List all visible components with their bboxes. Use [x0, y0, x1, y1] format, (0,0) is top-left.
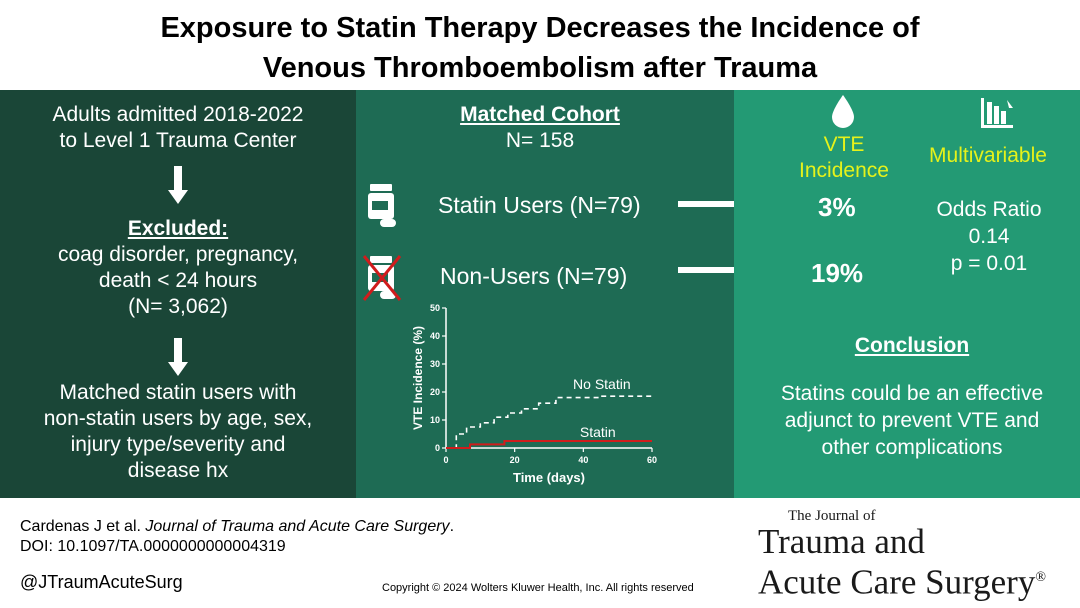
- vte-heading-line-1: VTE: [823, 133, 865, 156]
- population-line-1: Adults admitted 2018-2022: [52, 103, 304, 126]
- matching-line-4: disease hx: [127, 459, 229, 482]
- matching-line-1: Matched statin users with: [59, 381, 297, 404]
- citation-end: .: [449, 518, 455, 535]
- arrow-down-icon: [168, 166, 188, 204]
- study-design-panel: Adults admitted 2018-2022 to Level 1 Tra…: [0, 90, 356, 498]
- odds-ratio-block: Odds Ratio 0.14 p = 0.01: [914, 196, 1064, 277]
- population-line-2: to Level 1 Trauma Center: [59, 129, 297, 152]
- y-tick-label: 0: [435, 443, 440, 453]
- matching-block: Matched statin users with non-statin use…: [0, 380, 356, 484]
- series-line-no-statin: [446, 395, 652, 449]
- y-tick-label: 50: [430, 303, 440, 313]
- nonuser-vte-percent: 19%: [811, 258, 864, 288]
- y-tick-label: 30: [430, 359, 440, 369]
- vte-incidence-heading: VTE Incidence: [774, 132, 914, 184]
- citation-authors: Cardenas J et al.: [20, 518, 146, 535]
- excluded-heading: Excluded:: [127, 217, 229, 240]
- excluded-line-2: death < 24 hours: [98, 269, 258, 292]
- registered-mark: ®: [1035, 570, 1046, 585]
- title-line-2: Venous Thromboembolism after Trauma: [262, 52, 818, 84]
- y-tick-label: 40: [430, 331, 440, 341]
- conclusion-text: Statins could be an effective adjunct to…: [734, 380, 1080, 461]
- matching-line-3: injury type/severity and: [70, 433, 286, 456]
- y-tick-label: 20: [430, 387, 440, 397]
- cohort-heading: Matched Cohort: [460, 103, 620, 126]
- journal-logo-line-2: Acute Care Surgery®: [758, 560, 1046, 601]
- population-text: Adults admitted 2018-2022 to Level 1 Tra…: [0, 102, 356, 154]
- annotation-no-statin: No Statin: [573, 376, 631, 392]
- citation: Cardenas J et al. Journal of Trauma and …: [20, 518, 454, 536]
- series-line-statin: [446, 440, 652, 449]
- journal-logo-line-1: Trauma and: [758, 522, 925, 561]
- conclusion-line-2: adjunct to prevent VTE and: [784, 409, 1040, 432]
- excluded-line-3: (N= 3,062): [128, 295, 228, 318]
- title-line-1: Exposure to Statin Therapy Decreases the…: [160, 12, 920, 44]
- x-tick-label: 40: [578, 455, 588, 465]
- conclusion-line-3: other complications: [821, 436, 1003, 459]
- journal-logo-name: Acute Care Surgery: [758, 562, 1036, 602]
- multivariable-heading: Multivariable: [929, 144, 1047, 167]
- conclusion-heading: Conclusion: [854, 334, 970, 357]
- no-pill-bottle-icon: [362, 255, 402, 301]
- droplet-icon: [832, 95, 854, 128]
- odds-ratio-label: Odds Ratio: [936, 198, 1042, 221]
- results-panel: VTE Incidence Multivariable 3% 19% Odds …: [734, 90, 1080, 498]
- x-tick-label: 60: [647, 455, 657, 465]
- bar-chart-decline-icon: [981, 98, 1013, 128]
- copyright-text: Copyright © 2024 Wolters Kluwer Health, …: [382, 582, 694, 594]
- odds-ratio-value: 0.14: [968, 225, 1010, 248]
- annotation-statin: Statin: [580, 424, 616, 440]
- matching-line-2: non-statin users by age, sex,: [43, 407, 313, 430]
- doi-text: DOI: 10.1097/TA.0000000000004319: [20, 538, 286, 555]
- vte-incidence-chart: 0 10 20 30 40 50 0 20 40 60 Time (days) VTE Inciden…: [411, 303, 657, 485]
- y-axis-label: VTE Incidence (%): [411, 326, 425, 430]
- x-axis-label: Time (days): [513, 470, 585, 485]
- cohort-panel: Matched Cohort N= 158 Statin Users (N=79…: [356, 90, 734, 498]
- cohort-header: Matched Cohort N= 158: [416, 102, 664, 154]
- infographic-title: Exposure to Statin Therapy Decreases the…: [0, 8, 1080, 88]
- y-tick-label: 10: [430, 415, 440, 425]
- pill-bottle-icon: [368, 184, 396, 227]
- twitter-handle[interactable]: @JTraumAcuteSurg: [20, 572, 183, 592]
- vte-heading-line-2: Incidence: [799, 159, 889, 182]
- x-tick-label: 0: [443, 455, 448, 465]
- citation-journal: Journal of Trauma and Acute Care Surgery: [145, 518, 450, 535]
- arrow-down-icon: [168, 338, 188, 376]
- non-users-label: Non-Users (N=79): [440, 263, 628, 289]
- cohort-n: N= 158: [505, 129, 575, 152]
- conclusion-line-1: Statins could be an effective: [780, 382, 1044, 405]
- x-tick-label: 20: [510, 455, 520, 465]
- excluded-line-1: coag disorder, pregnancy,: [57, 243, 299, 266]
- statin-vte-percent: 3%: [818, 192, 856, 222]
- excluded-block: Excluded: coag disorder, pregnancy, deat…: [0, 216, 356, 320]
- journal-logo-small: The Journal of: [788, 508, 876, 524]
- p-value: p = 0.01: [950, 252, 1028, 275]
- statin-users-label: Statin Users (N=79): [438, 192, 641, 218]
